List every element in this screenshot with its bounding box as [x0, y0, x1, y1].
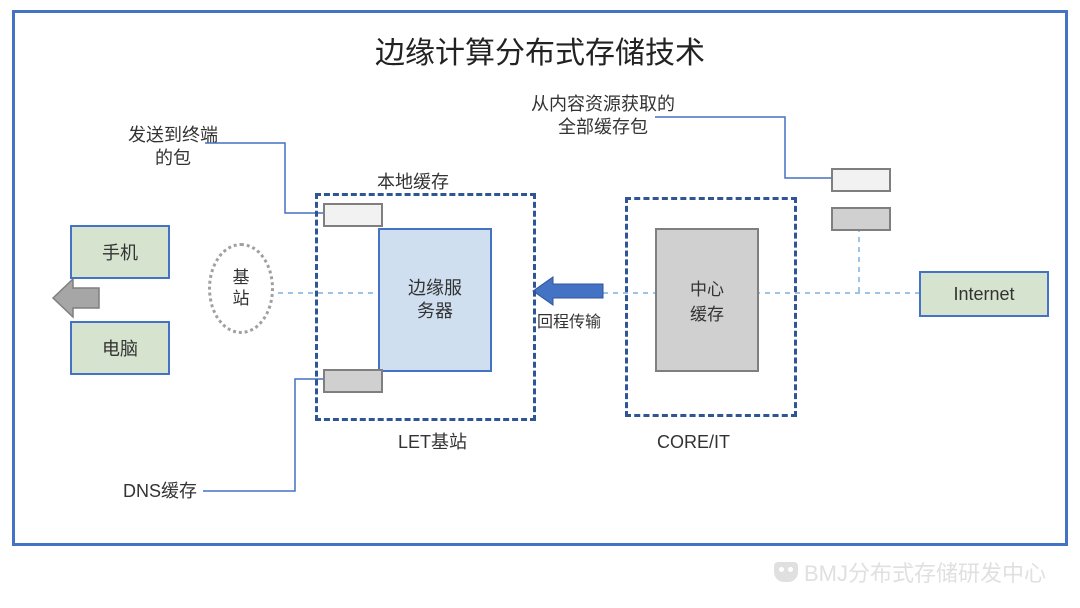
label-backhaul: 回程传输 [537, 313, 601, 333]
watermark: BMJ分布式存储研发中心 [774, 556, 1046, 588]
label-local-cache: 本地缓存 [377, 171, 449, 194]
edge-line1: 边缘服 [408, 278, 462, 298]
node-internet: Internet [919, 271, 1049, 317]
arrow-backhaul-icon [533, 277, 603, 305]
pkt-cache-top [831, 168, 891, 192]
bs-line1: 基 [233, 268, 250, 287]
cc-line2: 缓存 [690, 305, 724, 324]
internet-label: Internet [953, 284, 1014, 305]
wechat-icon [774, 562, 798, 582]
label-send-terminal: 发送到终端 的包 [113, 124, 233, 169]
node-pc: 电脑 [70, 321, 170, 375]
node-phone-label: 手机 [102, 239, 138, 265]
node-edge-server: 边缘服 务器 [378, 228, 492, 372]
edge-line2: 务器 [417, 301, 453, 321]
label-dns-cache: DNS缓存 [123, 480, 197, 503]
node-base-station: 基 站 [208, 243, 274, 334]
label-from-content: 从内容资源获取的 全部缓存包 [503, 93, 703, 138]
arrow-to-terminal-icon [53, 279, 99, 317]
bs-line2: 站 [233, 289, 250, 308]
node-phone: 手机 [70, 225, 170, 279]
pkt-send-bot [323, 369, 383, 393]
label-core-it: CORE/IT [657, 431, 730, 454]
pkt-send-top [323, 203, 383, 227]
label-let-station: LET基站 [398, 431, 467, 454]
node-pc-label: 电脑 [102, 335, 138, 361]
watermark-text: BMJ分布式存储研发中心 [804, 556, 1046, 588]
conn-dns-cache [203, 379, 323, 491]
diagram-frame: 边缘计算分布式存储技术 手机 电脑 基 站 [12, 10, 1068, 546]
node-center-cache: 中心 缓存 [655, 228, 759, 372]
cc-line1: 中心 [690, 280, 724, 299]
pkt-cache-bot [831, 207, 891, 231]
diagram-title: 边缘计算分布式存储技术 [15, 28, 1065, 72]
